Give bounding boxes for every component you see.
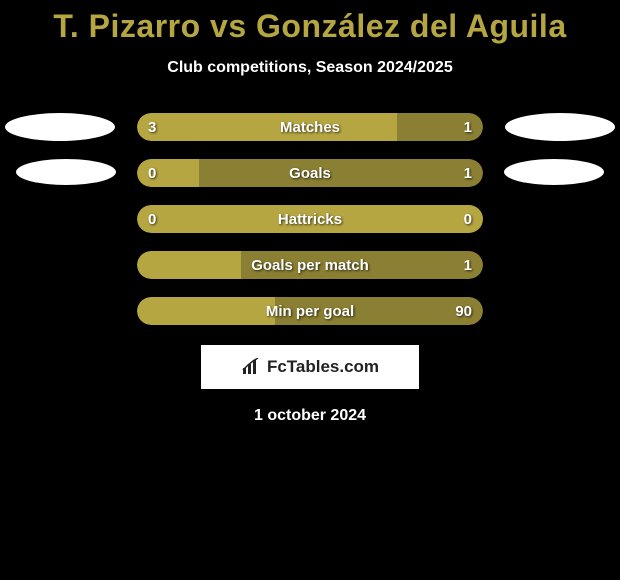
stat-bar-right: [241, 251, 483, 279]
stat-value-left: 0: [148, 159, 156, 187]
stat-bar: Goals: [137, 159, 483, 187]
stat-value-left: 3: [148, 113, 156, 141]
stat-value-right: 90: [455, 297, 472, 325]
stat-bar: Matches: [137, 113, 483, 141]
snapshot-date: 1 october 2024: [0, 407, 620, 425]
stat-bar: Min per goal: [137, 297, 483, 325]
stat-value-right: 1: [464, 159, 472, 187]
stat-bar-right: [275, 297, 483, 325]
stat-value-right: 1: [464, 251, 472, 279]
comparison-card: T. Pizarro vs González del Aguila Club c…: [0, 0, 620, 580]
stats-chart: Matches31Goals01Hattricks00Goals per mat…: [0, 113, 620, 325]
brand-text: FcTables.com: [267, 357, 379, 377]
stat-bar-left: [137, 205, 483, 233]
stat-row: Goals per match1: [0, 251, 620, 279]
stat-value-left: 0: [148, 205, 156, 233]
stat-bar-left: [137, 113, 397, 141]
stat-bar-left: [137, 251, 241, 279]
stat-row: Hattricks0 0: [0, 205, 620, 233]
stat-row: Min per goal90: [0, 297, 620, 325]
stat-value-right: 1: [464, 113, 472, 141]
page-subtitle: Club competitions, Season 2024/2025: [0, 59, 620, 77]
stat-value-right: 0: [464, 205, 472, 233]
stat-bar-left: [137, 297, 275, 325]
page-title: T. Pizarro vs González del Aguila: [0, 0, 620, 45]
stat-bar-right: [199, 159, 483, 187]
stat-bar-left: [137, 159, 199, 187]
stat-bar: Goals per match: [137, 251, 483, 279]
stat-row: Matches3 1: [0, 113, 620, 141]
brand-chart-icon: [241, 358, 263, 376]
stat-bar: Hattricks: [137, 205, 483, 233]
stat-row: Goals0 1: [0, 159, 620, 187]
brand-badge: FcTables.com: [201, 345, 419, 389]
